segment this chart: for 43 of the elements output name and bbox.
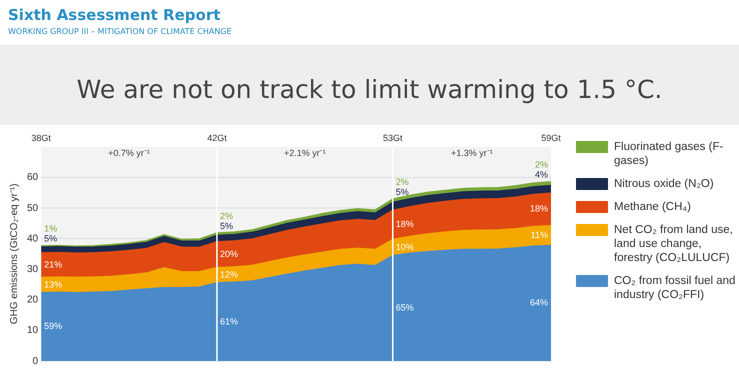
legend-label: Methane (CH₄) (614, 200, 691, 214)
annotation: +0.7% yr⁻¹ (108, 148, 150, 158)
x-tick-label: 42Gt (207, 132, 228, 143)
y-tick-label: 0 (32, 356, 39, 367)
annotation: 2% (534, 160, 548, 170)
annotation: 4% (534, 170, 548, 180)
text: Sixth Assessment Report (8, 6, 220, 24)
annotation: 61% (220, 316, 238, 326)
annotation: +2.1% yr⁻¹ (284, 148, 326, 158)
chart-title: We are not on track to limit warming to 1.5 °C. (76, 75, 664, 104)
legend-label: Net CO₂ from land use, land use change, forestry (CO₂LULUCF) (614, 223, 734, 265)
y-tick-label: 40 (27, 233, 39, 244)
annotation: 11% (530, 230, 548, 240)
annotation: 13% (44, 279, 62, 290)
annotation: 10% (396, 242, 414, 252)
annotation: 2% (396, 176, 409, 187)
annotation: 64% (530, 298, 548, 308)
annotation: 18% (396, 219, 414, 230)
y-tick-label: 50 (27, 202, 39, 214)
y-tick-label: 30 (27, 264, 39, 275)
annotation: 59% (44, 321, 62, 332)
annotation: 5% (220, 220, 233, 231)
text: WORKING GROUP III – MITIGATION OF CLIMATE CHANGE (8, 27, 232, 36)
annotation: 12% (220, 270, 238, 280)
legend-label: Nitrous oxide (N₂O) (614, 177, 714, 191)
y-axis-title: GHG emissions (GtCO₂-eq yr⁻¹) (8, 184, 20, 324)
annotation: 5% (44, 234, 58, 244)
y-tick-label: 20 (27, 294, 39, 306)
annotation: 20% (220, 248, 238, 259)
annotation: 2% (220, 210, 233, 221)
annotation: 5% (396, 186, 409, 197)
annotation: 65% (396, 302, 414, 313)
annotation: +1.3% yr⁻¹ (451, 148, 493, 158)
y-tick-label: 60 (27, 172, 39, 184)
x-tick-label: 59Gt (541, 132, 562, 143)
x-tick-label: 53Gt (383, 132, 404, 143)
y-tick-label: 10 (27, 325, 39, 336)
legend-label: CO₂ from fossil fuel and industry (CO₂FFI) (614, 274, 736, 302)
annotation: 21% (44, 259, 62, 270)
annotation: 18% (530, 204, 548, 214)
annotation: 1% (44, 224, 58, 234)
legend-label: Fluorinated gases (F-gases) (614, 140, 724, 168)
x-tick-label: 38Gt (31, 132, 52, 143)
